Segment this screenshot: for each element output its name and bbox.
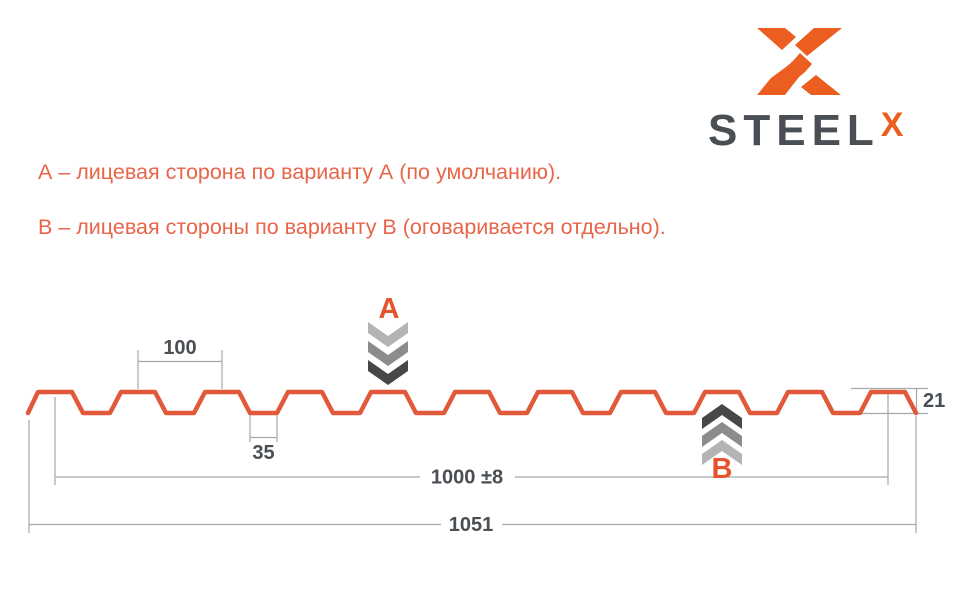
sheet-profile-line bbox=[25, 389, 919, 416]
chevron-down-icon bbox=[368, 360, 408, 385]
chevron-down-icon bbox=[368, 341, 408, 366]
brand-sup-x: X bbox=[880, 106, 904, 144]
side-a-marker: А bbox=[368, 293, 408, 385]
dimension-label-overall-width: 1051 bbox=[449, 514, 494, 536]
dimension-valley: 35 bbox=[249, 415, 278, 464]
dimension-overall-width: 1051 bbox=[28, 416, 917, 536]
note-variant-a: А – лицевая сторона по варианту А (по ум… bbox=[38, 160, 562, 184]
side-a-label: А bbox=[379, 293, 400, 325]
dimension-label-height: 21 bbox=[923, 390, 945, 412]
chevron-down-icon bbox=[368, 322, 408, 347]
brand-text: STEEL bbox=[708, 106, 880, 155]
dimension-pitch: 100 bbox=[137, 337, 223, 389]
side-b-marker: В bbox=[702, 404, 742, 485]
steelx-wordmark: STEELX bbox=[708, 106, 903, 156]
dimension-label-valley: 35 bbox=[252, 442, 274, 464]
dimension-label-cover-width: 1000 ±8 bbox=[431, 467, 503, 489]
chevron-up-icon bbox=[702, 422, 742, 447]
steelx-logo: STEELX bbox=[0, 0, 903, 160]
side-b-label: В bbox=[712, 453, 733, 485]
chevron-up-icon bbox=[702, 440, 742, 465]
dimension-label-pitch: 100 bbox=[163, 337, 196, 359]
note-variant-b: В – лицевая стороны по варианту В (огова… bbox=[38, 215, 666, 239]
dimension-cover-width: 1000 ±8 bbox=[54, 391, 889, 489]
steelx-x-icon bbox=[757, 28, 842, 95]
chevron-up-icon bbox=[702, 404, 742, 429]
